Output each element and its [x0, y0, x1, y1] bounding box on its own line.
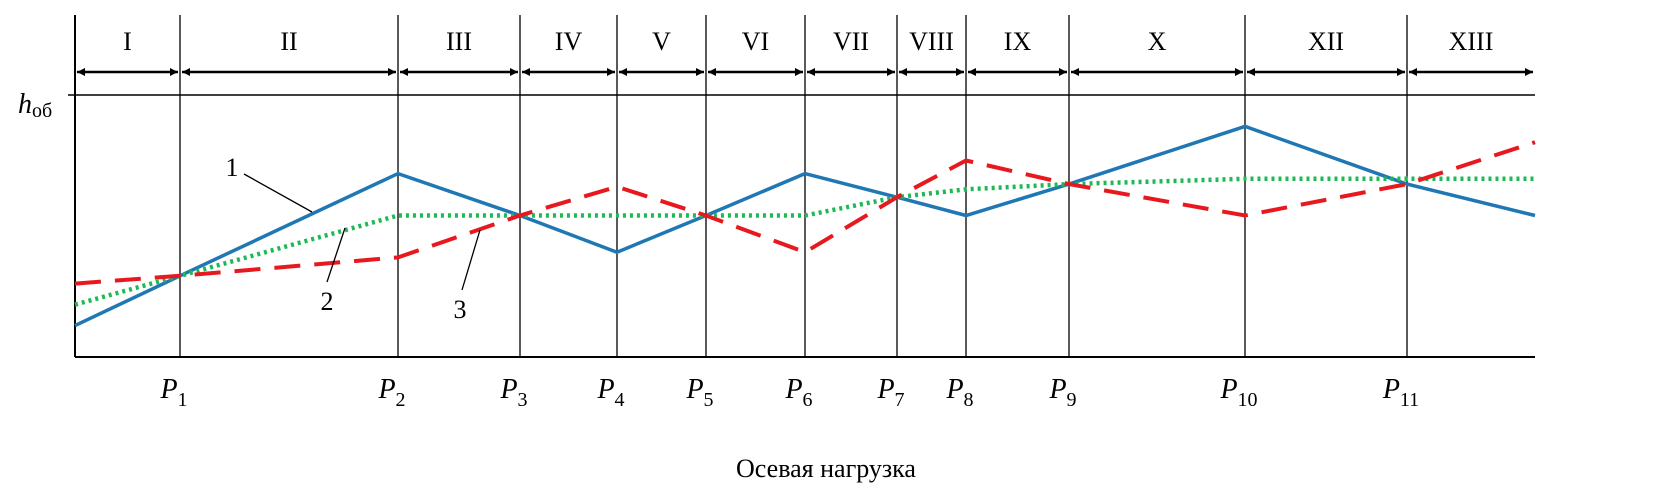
x-tick-sub: 8 — [964, 389, 974, 411]
zone-label: VI — [742, 27, 769, 56]
x-tick-base: P — [596, 374, 614, 405]
x-tick-sub: 3 — [518, 389, 528, 411]
series-line-1 — [74, 124, 1536, 328]
series-line-3 — [74, 140, 1536, 286]
x-tick-base: P — [159, 374, 177, 405]
x-axis-label: Осевая нагрузка — [736, 454, 916, 483]
x-tick-label: P11 — [1382, 374, 1419, 411]
x-tick-label: P1 — [159, 374, 187, 411]
plot-frame — [68, 15, 1535, 358]
zone-label: I — [123, 27, 132, 56]
y-axis-label-main: h — [18, 89, 32, 120]
x-tick-label: P2 — [377, 374, 405, 411]
x-tick-base: P — [499, 374, 517, 405]
zone-label: IX — [1004, 27, 1032, 56]
x-tick-labels: P1 P2 P3 P4 P5 P6 P7 P8 P9 P10 P11 — [159, 374, 1419, 411]
x-tick-label: P8 — [945, 374, 973, 411]
series-label-2: 2 — [321, 287, 334, 316]
x-tick-base: P — [1048, 374, 1066, 405]
zone-label: XIII — [1449, 27, 1494, 56]
x-tick-sub: 4 — [615, 389, 625, 411]
x-tick-sub: 9 — [1067, 389, 1077, 411]
x-tick-base: P — [784, 374, 802, 405]
x-tick-sub: 6 — [803, 389, 813, 411]
series-leader-line — [243, 173, 313, 213]
zone-bar: I II III IV V VI VII VIII IX X XII XIII — [77, 27, 1533, 76]
x-tick-label: P9 — [1048, 374, 1076, 411]
x-tick-base: P — [945, 374, 963, 405]
x-tick-base: P — [377, 374, 395, 405]
division-lines — [179, 15, 1408, 357]
x-tick-base: P — [1219, 374, 1237, 405]
zone-label: IV — [555, 27, 583, 56]
x-tick-sub: 1 — [178, 389, 188, 411]
x-tick-label: P4 — [596, 374, 624, 411]
series-leader-line — [326, 227, 346, 283]
y-axis-label: hоб — [18, 89, 52, 122]
zone-label: III — [446, 27, 472, 56]
zone-label: VIII — [909, 27, 954, 56]
x-tick-base: P — [1382, 374, 1400, 405]
zone-label: XII — [1308, 27, 1344, 56]
series-group — [74, 124, 1536, 328]
x-tick-label: P3 — [499, 374, 527, 411]
series-label-1: 1 — [226, 153, 239, 182]
zone-label: V — [652, 27, 671, 56]
x-tick-label: P6 — [784, 374, 812, 411]
series-label-3: 3 — [454, 295, 467, 324]
x-tick-base: P — [876, 374, 894, 405]
zone-label: X — [1148, 27, 1167, 56]
x-tick-sub: 5 — [704, 389, 714, 411]
x-tick-sub: 2 — [396, 389, 406, 411]
x-tick-label: P10 — [1219, 374, 1257, 411]
series-leader-line — [461, 229, 481, 291]
series-line-2 — [74, 176, 1535, 307]
x-tick-base: P — [685, 374, 703, 405]
zone-label: VII — [833, 27, 869, 56]
x-tick-sub: 11 — [1400, 389, 1419, 411]
series-leader-lines: 1 2 3 — [226, 153, 481, 324]
zone-label: II — [280, 27, 297, 56]
x-tick-label: P7 — [876, 374, 904, 411]
y-axis-label-sub: об — [32, 100, 52, 122]
x-tick-label: P5 — [685, 374, 713, 411]
x-tick-sub: 7 — [895, 389, 905, 411]
x-tick-sub: 10 — [1238, 389, 1258, 411]
